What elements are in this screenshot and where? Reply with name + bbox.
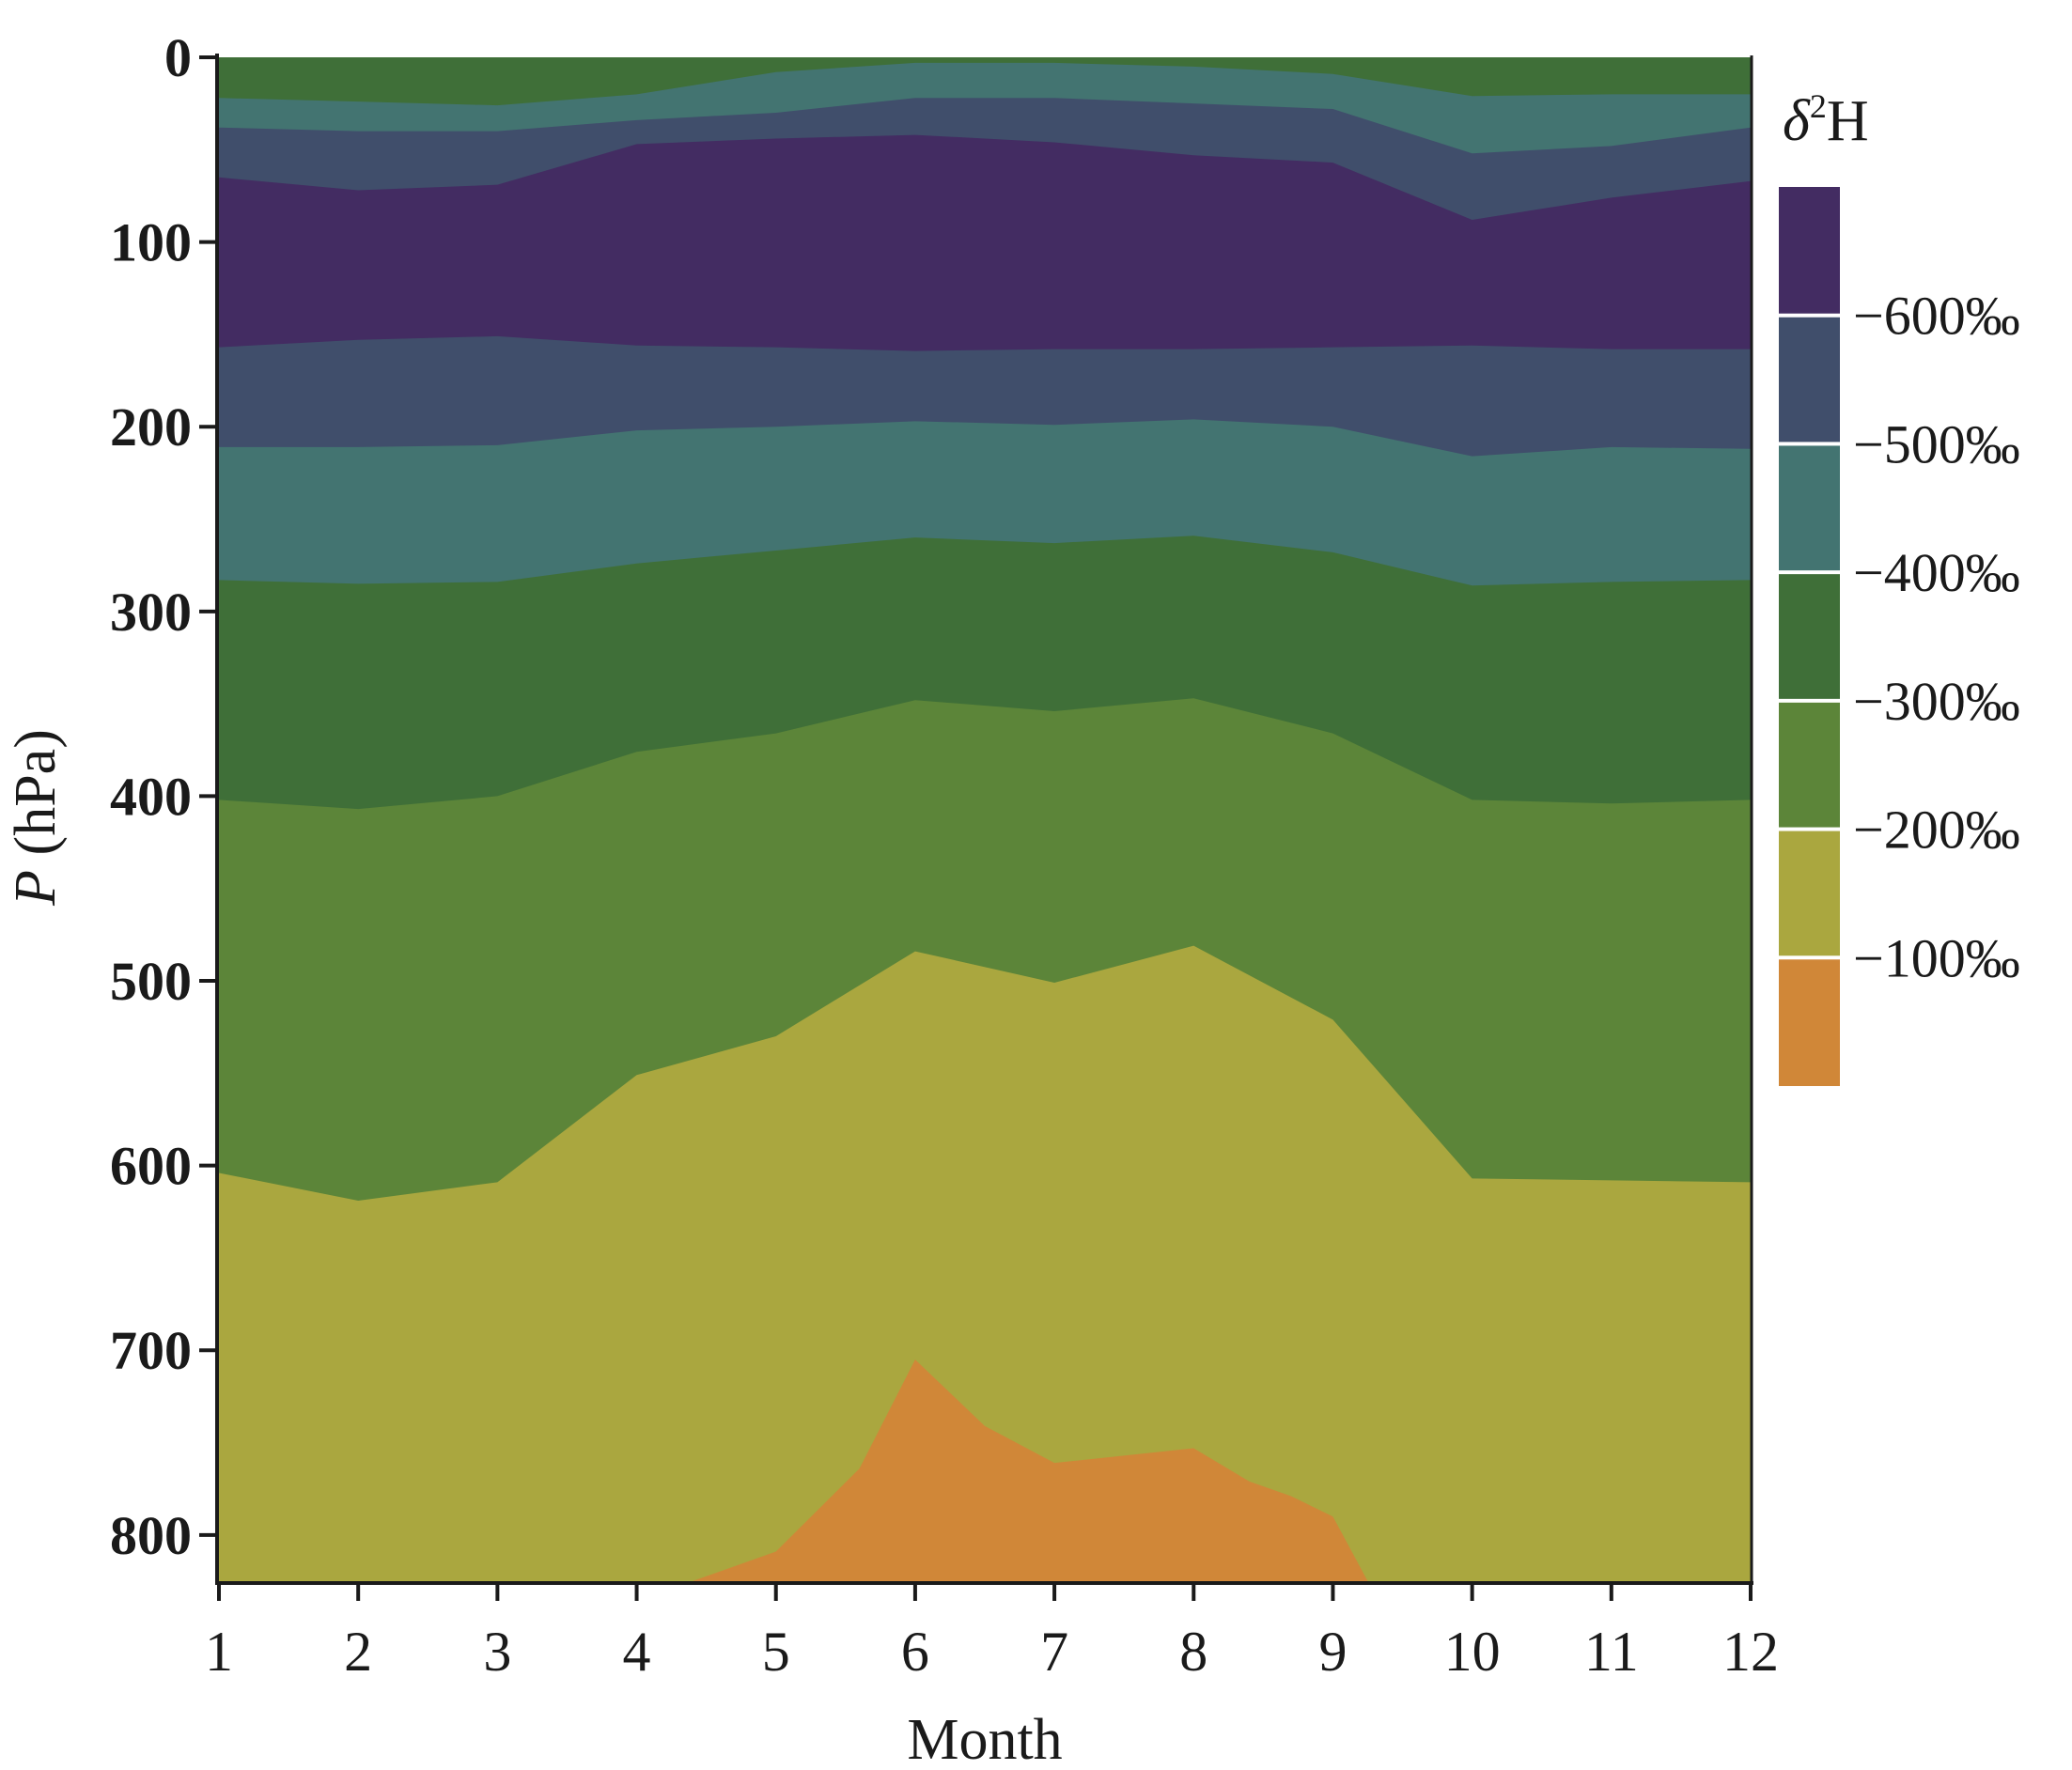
y-tick-label: 200	[110, 396, 192, 458]
x-tick-label: 4	[623, 1621, 651, 1683]
x-tick-label: 11	[1584, 1621, 1639, 1683]
x-tick-label: 5	[762, 1621, 790, 1683]
colorbar-swatch	[1779, 317, 1840, 442]
y-tick-label: 300	[110, 582, 192, 643]
band-upper-minus300	[219, 57, 1751, 106]
x-tick-label: 9	[1318, 1621, 1347, 1683]
x-tick-label: 12	[1722, 1621, 1779, 1683]
colorbar-swatch	[1779, 574, 1840, 699]
x-tick-label: 3	[483, 1621, 511, 1683]
colorbar-label: −200‰	[1853, 800, 2020, 861]
y-axis-title: P (hPa)	[4, 729, 68, 907]
y-tick-label: 500	[110, 951, 192, 1012]
y-tick-label: 600	[110, 1136, 192, 1197]
x-tick-label: 1	[205, 1621, 233, 1683]
x-axis-title: Month	[907, 1708, 1062, 1770]
colorbar-label: −300‰	[1853, 671, 2020, 732]
contour-bands	[219, 57, 1751, 1581]
colorbar-label: −400‰	[1853, 542, 2020, 603]
colorbar-title: δ2H	[1783, 87, 1869, 153]
band-above-minus100	[692, 1359, 1368, 1581]
y-tick-label: 800	[110, 1505, 192, 1566]
y-tick-label: 700	[110, 1320, 192, 1381]
x-tick-label: 2	[344, 1621, 372, 1683]
x-tick-label: 10	[1444, 1621, 1501, 1683]
colorbar-swatch	[1779, 187, 1840, 314]
x-tick-label: 7	[1040, 1621, 1068, 1683]
colorbar-swatch	[1779, 702, 1840, 828]
y-tick-label: 400	[110, 766, 192, 827]
x-axis-ticks: 1 2 3 4 5 6 7 8 9 10 11 12	[205, 1583, 1779, 1683]
y-axis-ticks: 0 100 200 300 400 500 600 700 800	[110, 27, 217, 1566]
colorbar-swatch	[1779, 445, 1840, 571]
x-tick-label: 8	[1179, 1621, 1207, 1683]
y-tick-label: 100	[110, 212, 192, 273]
colorbar-label: −600‰	[1853, 286, 2020, 347]
colorbar: −600‰ −500‰ −400‰ −300‰ −200‰ −100‰	[1779, 187, 2020, 1086]
colorbar-swatch	[1779, 959, 1840, 1086]
colorbar-swatch	[1779, 831, 1840, 956]
y-tick-label: 0	[164, 27, 192, 88]
colorbar-label: −100‰	[1853, 927, 2020, 988]
x-tick-label: 6	[901, 1621, 929, 1683]
colorbar-label: −500‰	[1853, 413, 2020, 474]
